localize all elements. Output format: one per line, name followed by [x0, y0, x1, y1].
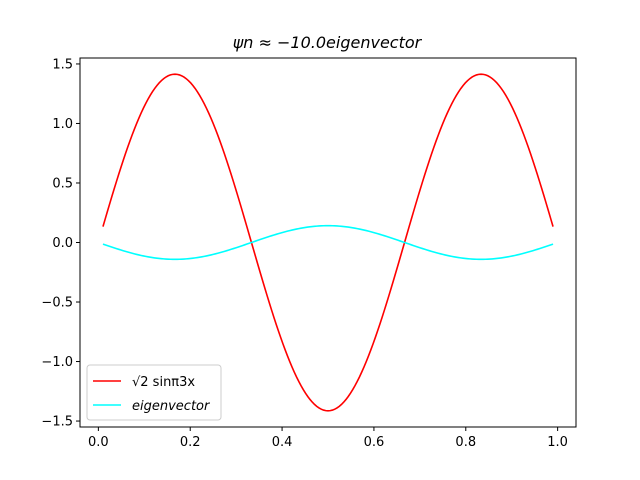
legend: √2 sinπ3x eigenvector — [86, 364, 222, 421]
series-layer — [102, 73, 554, 412]
y-tick-label: 1.0 — [52, 117, 73, 132]
legend-label-sqrt2-sin: √2 sinπ3x — [132, 375, 195, 390]
x-tick-label: 1.0 — [547, 435, 568, 450]
y-tick-label: −1.0 — [41, 355, 73, 370]
x-tick-label: 0.6 — [364, 435, 385, 450]
series-line-eigenvector — [102, 224, 554, 261]
chart-title: ψn ≈ −10.0eigenvector — [233, 33, 423, 52]
x-tick-label: 0.0 — [88, 435, 109, 450]
legend-label-eigenvector: eigenvector — [132, 399, 211, 414]
y-tick-label: −0.5 — [41, 296, 73, 311]
legend-box — [86, 364, 222, 421]
y-tick-label: 0.5 — [52, 176, 73, 191]
y-axis: −1.5 −1.0 −0.5 0.0 0.5 1.0 1.5 — [41, 57, 80, 430]
x-tick-label: 0.4 — [272, 435, 293, 450]
x-tick-label: 0.8 — [455, 435, 476, 450]
series-line-sqrt2-sin — [102, 73, 554, 412]
y-tick-label: 1.5 — [52, 57, 73, 72]
x-axis: 0.0 0.2 0.4 0.6 0.8 1.0 — [88, 427, 568, 450]
y-tick-label: 0.0 — [52, 236, 73, 251]
x-tick-label: 0.2 — [180, 435, 201, 450]
y-tick-label: −1.5 — [41, 415, 73, 430]
